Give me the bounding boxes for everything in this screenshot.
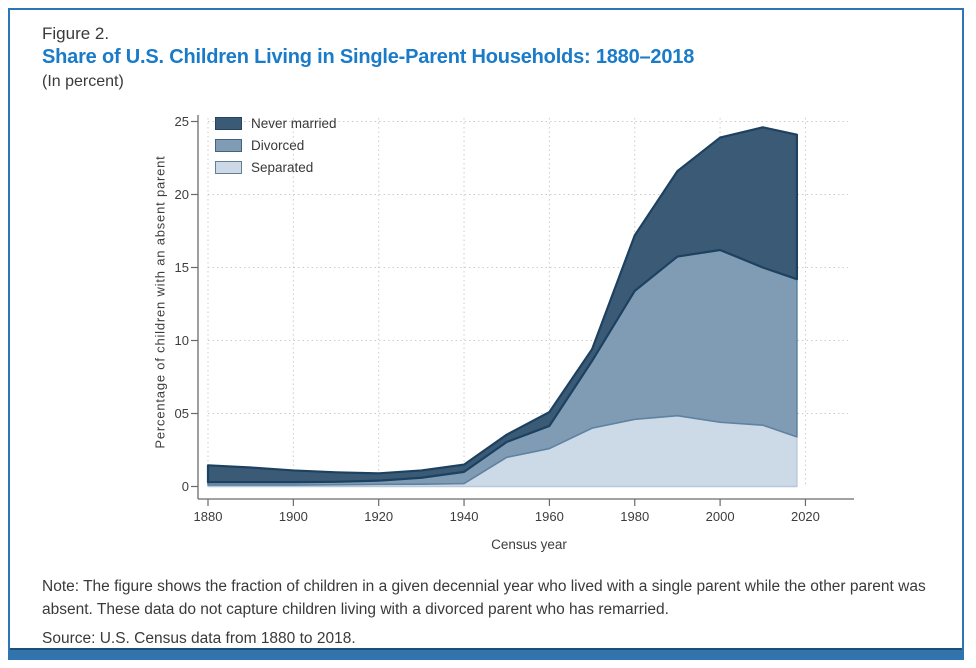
y-tick-label: 20	[174, 186, 189, 202]
legend-row-divorced: Divorced	[215, 134, 337, 156]
figure-notes: Note: The figure shows the fraction of c…	[42, 575, 954, 650]
legend-label: Never married	[251, 115, 337, 131]
legend-row-separated: Separated	[215, 156, 337, 178]
chart-svg	[191, 115, 854, 506]
legend-swatch-divorced	[215, 138, 242, 152]
legend-row-never-married: Never married	[215, 112, 337, 134]
x-tick-label: 1880	[193, 509, 223, 524]
y-tick-label: 10	[174, 332, 189, 348]
note-text: Note: The figure shows the fraction of c…	[42, 578, 926, 619]
figure-subtitle: (In percent)	[42, 73, 124, 90]
x-tick-label: 1900	[278, 509, 308, 524]
area-never-married	[206, 126, 799, 484]
y-tick-label: 15	[174, 259, 189, 275]
x-tick-label: 2020	[790, 509, 820, 524]
chart-legend: Never married Divorced Separated	[215, 112, 337, 178]
x-tick-label: 1960	[534, 509, 564, 524]
figure-label: Figure 2.	[42, 24, 110, 43]
x-tick-label: 1920	[364, 509, 394, 524]
legend-label: Divorced	[251, 137, 305, 153]
y-tick-label: 05	[174, 405, 189, 421]
source-text: Source: U.S. Census data from 1880 to 20…	[42, 629, 356, 647]
x-tick-label: 1940	[449, 509, 479, 524]
x-tick-label: 1980	[620, 509, 650, 524]
legend-swatch-separated	[215, 160, 242, 174]
legend-swatch-never-married	[215, 116, 242, 130]
x-tick-label: 2000	[705, 509, 735, 524]
footer-bar	[10, 648, 962, 658]
figure-title: Share of U.S. Children Living in Single-…	[42, 46, 695, 68]
figure-frame: Figure 2. Share of U.S. Children Living …	[8, 8, 964, 660]
y-tick-label: 0	[181, 478, 189, 494]
y-tick-label: 25	[174, 113, 189, 129]
legend-label: Separated	[251, 159, 314, 175]
x-axis-title: Census year	[491, 537, 567, 552]
